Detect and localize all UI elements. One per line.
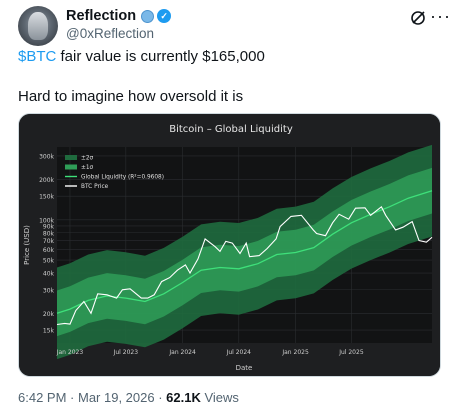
more-horizontal-icon[interactable]: ··· [430, 6, 451, 26]
separator: · [154, 390, 167, 405]
y-tick-label: 90k [43, 223, 55, 230]
y-tick-label: 100k [39, 217, 54, 224]
y-tick-label: 20k [43, 311, 55, 318]
y-tick-label: 60k [43, 247, 55, 254]
legend-swatch [65, 164, 77, 170]
y-tick-label: 15k [43, 328, 55, 335]
x-axis-ticks: Jan 2023 Jul 2023 Jan 2024 Jul 2024 Jan 2025… [56, 349, 364, 356]
y-tick-label: 300k [39, 153, 54, 160]
y-tick-label: 150k [39, 194, 54, 201]
x-axis-label: Date [236, 364, 253, 372]
avatar[interactable] [18, 6, 58, 46]
liquidity-chart: Bitcoin – Global Liquidity 15k 20k 30k 40k 5… [19, 114, 440, 376]
views-label: Views [200, 390, 239, 405]
legend-entry: ±2σ [81, 156, 94, 162]
chart-legend: ±2σ ±1σ Global Liquidity (R²=0.9608) BTC Pr… [65, 155, 164, 190]
tweet-date[interactable]: Mar 19, 2026 [77, 390, 155, 405]
tweet-text-line-1: $BTC fair value is currently $165,000 [18, 48, 265, 65]
handle[interactable]: @0xReflection [66, 26, 154, 41]
legend-entry: Global Liquidity (R²=0.9608) [81, 174, 164, 181]
y-axis-label: Price (USD) [23, 225, 31, 265]
separator: · [66, 390, 78, 405]
x-tick-label: Jan 2023 [56, 349, 84, 356]
y-tick-label: 80k [43, 230, 55, 237]
tweet-text-line-2: Hard to imagine how oversold it is [18, 88, 244, 105]
chart-image[interactable]: Bitcoin – Global Liquidity 15k 20k 30k 40k 5… [18, 113, 441, 377]
views-count[interactable]: 62.1K [166, 390, 201, 405]
x-tick-label: Jan 2025 [281, 349, 309, 356]
x-tick-label: Jul 2024 [226, 349, 252, 356]
legend-entry: ±1σ [81, 165, 94, 171]
cashtag-link[interactable]: $BTC [18, 48, 57, 65]
y-tick-label: 200k [39, 177, 54, 184]
legend-entry: BTC Price [81, 184, 109, 190]
chart-title: Bitcoin – Global Liquidity [169, 124, 293, 135]
band-1-sigma [57, 167, 432, 337]
x-tick-label: Jan 2024 [168, 349, 196, 356]
sigma-bands [57, 144, 432, 360]
y-tick-label: 40k [43, 271, 55, 278]
y-tick-label: 50k [43, 258, 55, 265]
statue-avatar-image [28, 12, 48, 40]
globe-icon [141, 9, 155, 23]
x-tick-label: Jul 2025 [338, 349, 364, 356]
tweet-time[interactable]: 6:42 PM [18, 390, 67, 405]
author-name-row: Reflection ✓ [66, 8, 172, 24]
legend-swatch [65, 155, 77, 160]
y-tick-label: 70k [43, 238, 55, 245]
tweet-text-rest: fair value is currently $165,000 [56, 48, 265, 65]
series-line-btc-price [56, 205, 433, 326]
verified-check-icon[interactable]: ✓ [157, 9, 172, 23]
series-lines [56, 190, 433, 326]
y-tick-label: 30k [43, 287, 55, 294]
display-name[interactable]: Reflection [66, 8, 137, 24]
grok-icon[interactable] [410, 10, 426, 26]
tweet-meta: 6:42 PM · Mar 19, 2026 · 62.1K Views [18, 390, 239, 405]
x-tick-label: Jul 2023 [113, 349, 139, 356]
